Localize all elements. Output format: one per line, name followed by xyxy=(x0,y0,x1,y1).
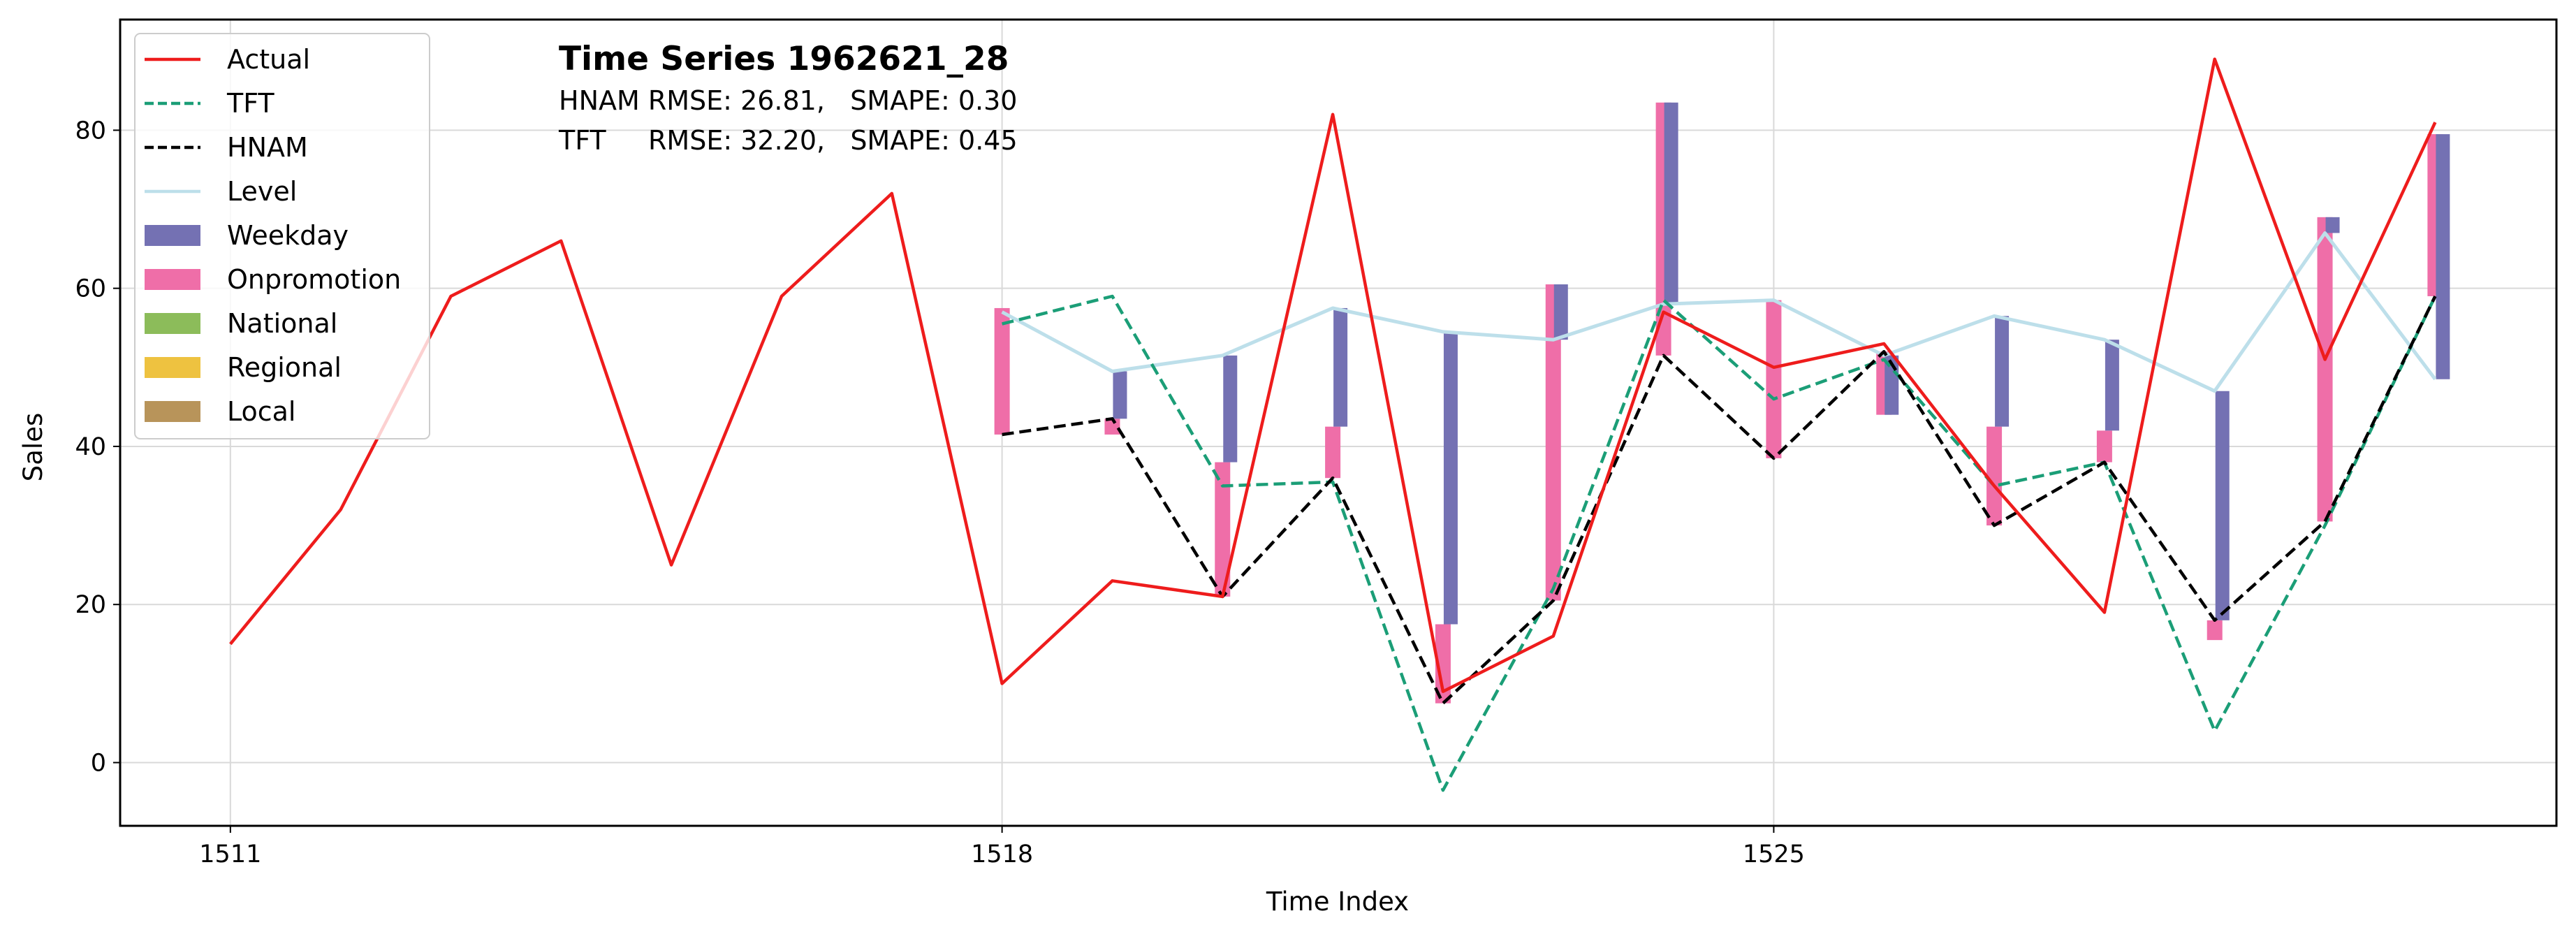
weekday-bar xyxy=(1333,307,1348,427)
y-tick-label: 40 xyxy=(75,433,106,461)
legend-label: Actual xyxy=(227,44,310,75)
component-bars xyxy=(994,102,2450,704)
legend-label: HNAM xyxy=(227,132,308,163)
y-axis-label: Sales xyxy=(18,413,48,481)
legend-swatch xyxy=(145,313,200,334)
weekday-bar xyxy=(1995,316,2010,427)
plot-frame xyxy=(119,18,2558,827)
legend-swatch xyxy=(145,225,200,246)
y-tick-label: 80 xyxy=(75,117,106,145)
x-tick-label: 1518 xyxy=(971,840,1033,868)
onpromotion-bar xyxy=(2096,430,2112,463)
axis-ticks: 1511 1518 1525 0 20 40 60 80 xyxy=(75,117,1805,868)
x-tick-label: 1511 xyxy=(199,840,261,868)
onpromotion-bar xyxy=(1104,418,1120,435)
legend-swatch xyxy=(145,357,200,378)
legend-label: Onpromotion xyxy=(227,264,401,295)
y-tick-label: 0 xyxy=(91,749,106,777)
onpromotion-bar xyxy=(1215,462,1231,597)
tft-metrics-annotation: TFT RMSE: 32.20, SMAPE: 0.45 xyxy=(558,125,1018,156)
legend-swatch xyxy=(145,401,200,422)
onpromotion-bar xyxy=(994,307,1010,435)
tft-line xyxy=(1002,294,2437,792)
weekday-bar xyxy=(1553,284,1568,340)
legend-label: National xyxy=(227,308,337,339)
weekday-bar xyxy=(1223,355,1238,463)
legend-label: TFT xyxy=(226,88,275,119)
legend-label: Level xyxy=(227,176,297,207)
legend-swatch xyxy=(145,269,200,290)
weekday-bar xyxy=(2325,217,2340,233)
chart-title: Time Series 1962621_28 xyxy=(559,40,1009,78)
weekday-bar xyxy=(2436,134,2450,379)
onpromotion-bar xyxy=(1986,426,2003,526)
onpromotion-bar xyxy=(2317,217,2333,522)
actual-line xyxy=(229,57,2437,693)
onpromotion-bar xyxy=(1325,426,1341,479)
onpromotion-bar xyxy=(1435,624,1451,704)
y-tick-label: 20 xyxy=(75,591,106,619)
hnam-line xyxy=(1002,296,2437,705)
level-line xyxy=(1001,231,2437,393)
weekday-bar xyxy=(2105,340,2119,431)
series-lines xyxy=(229,57,2437,792)
legend-label: Regional xyxy=(227,352,342,383)
weekday-bar xyxy=(2215,391,2230,620)
x-tick-label: 1525 xyxy=(1743,840,1805,868)
legend-box xyxy=(134,33,430,439)
legend: Actual TFT HNAM Level Weekday Onpromotion Nati… xyxy=(134,33,430,439)
hnam-metrics-annotation: HNAM RMSE: 26.81, SMAPE: 0.30 xyxy=(559,85,1017,116)
onpromotion-bar xyxy=(2207,620,2223,641)
x-axis-label: Time Index xyxy=(1266,887,1409,917)
onpromotion-bar xyxy=(1766,300,1782,458)
weekday-bar xyxy=(1664,102,1678,305)
legend-label: Weekday xyxy=(227,220,349,251)
onpromotion-bar xyxy=(1545,284,1561,601)
weekday-bar xyxy=(1113,371,1127,419)
legend-label: Local xyxy=(227,396,296,427)
y-tick-label: 60 xyxy=(75,275,106,303)
weekday-bar xyxy=(1443,331,1458,625)
